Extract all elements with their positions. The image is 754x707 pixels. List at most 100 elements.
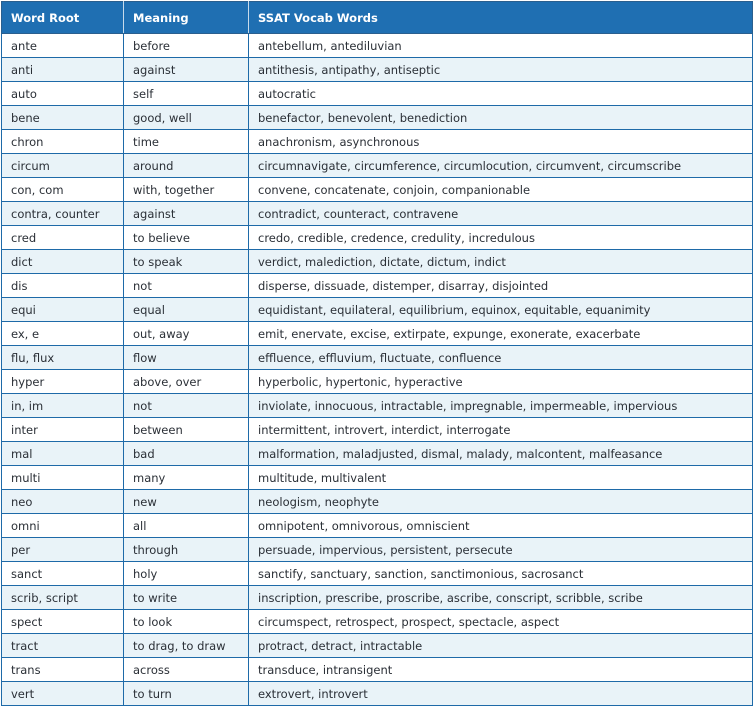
vocab-words-cell: antithesis, antipathy, antiseptic bbox=[248, 57, 753, 82]
vocab-words-cell: neologism, neophyte bbox=[248, 489, 753, 514]
word-root-cell: anti bbox=[1, 57, 124, 82]
meaning-cell: before bbox=[123, 33, 249, 58]
table-row: bene good, well benefactor, benevolent, be… bbox=[1, 105, 753, 130]
table-row: spect to look circumspect, retrospect, pro… bbox=[1, 609, 753, 634]
vocab-words-cell: intermittent, introvert, interdict, inte… bbox=[248, 417, 753, 442]
header-word-root: Word Root bbox=[1, 1, 124, 34]
vocab-words-cell: autocratic bbox=[248, 81, 753, 106]
vocab-words-cell: protract, detract, intractable bbox=[248, 633, 753, 658]
table-row: con, com with, together convene, concatena… bbox=[1, 177, 753, 202]
meaning-cell: many bbox=[123, 465, 249, 490]
table-row: flu, flux flow effluence, effluvium, fluct… bbox=[1, 345, 753, 370]
vocab-words-cell: antebellum, antediluvian bbox=[248, 33, 753, 58]
table-row: mal bad malformation, maladjusted, dismal,… bbox=[1, 441, 753, 466]
table-row: neo new neologism, neophyte bbox=[1, 489, 753, 514]
meaning-cell: bad bbox=[123, 441, 249, 466]
vocab-words-cell: effluence, effluvium, fluctuate, conflue… bbox=[248, 345, 753, 370]
meaning-cell: against bbox=[123, 57, 249, 82]
meaning-cell: to look bbox=[123, 609, 249, 634]
meaning-cell: across bbox=[123, 657, 249, 682]
table-row: dis not disperse, dissuade, distemper, dis… bbox=[1, 273, 753, 298]
vocab-words-cell: contradict, counteract, contravene bbox=[248, 201, 753, 226]
vocab-words-cell: disperse, dissuade, distemper, disarray,… bbox=[248, 273, 753, 298]
word-root-cell: bene bbox=[1, 105, 124, 130]
word-root-cell: con, com bbox=[1, 177, 124, 202]
word-root-cell: circum bbox=[1, 153, 124, 178]
vocab-words-cell: benefactor, benevolent, benediction bbox=[248, 105, 753, 130]
vocab-words-cell: anachronism, asynchronous bbox=[248, 129, 753, 154]
table-row: multi many multitude, multivalent bbox=[1, 465, 753, 490]
vocab-words-cell: equidistant, equilateral, equilibrium, e… bbox=[248, 297, 753, 322]
meaning-cell: flow bbox=[123, 345, 249, 370]
vocab-words-cell: omnipotent, omnivorous, omniscient bbox=[248, 513, 753, 538]
meaning-cell: new bbox=[123, 489, 249, 514]
header-meaning: Meaning bbox=[123, 1, 249, 34]
table-row: auto self autocratic bbox=[1, 81, 753, 106]
meaning-cell: around bbox=[123, 153, 249, 178]
word-root-cell: scrib, script bbox=[1, 585, 124, 610]
meaning-cell: self bbox=[123, 81, 249, 106]
meaning-cell: through bbox=[123, 537, 249, 562]
table-row: omni all omnipotent, omnivorous, omniscien… bbox=[1, 513, 753, 538]
meaning-cell: to believe bbox=[123, 225, 249, 250]
vocab-words-cell: convene, concatenate, conjoin, companion… bbox=[248, 177, 753, 202]
vocab-words-cell: transduce, intransigent bbox=[248, 657, 753, 682]
word-root-cell: mal bbox=[1, 441, 124, 466]
word-root-cell: trans bbox=[1, 657, 124, 682]
meaning-cell: to drag, to draw bbox=[123, 633, 249, 658]
word-root-cell: vert bbox=[1, 681, 124, 706]
meaning-cell: between bbox=[123, 417, 249, 442]
meaning-cell: good, well bbox=[123, 105, 249, 130]
word-root-cell: hyper bbox=[1, 369, 124, 394]
vocab-words-cell: circumnavigate, circumference, circumloc… bbox=[248, 153, 753, 178]
vocab-words-cell: malformation, maladjusted, dismal, malad… bbox=[248, 441, 753, 466]
word-root-cell: in, im bbox=[1, 393, 124, 418]
table-row: tract to drag, to draw protract, detract, … bbox=[1, 633, 753, 658]
meaning-cell: to speak bbox=[123, 249, 249, 274]
vocab-words-cell: sanctify, sanctuary, sanction, sanctimon… bbox=[248, 561, 753, 586]
table-row: ante before antebellum, antediluvian bbox=[1, 33, 753, 58]
meaning-cell: to write bbox=[123, 585, 249, 610]
vocab-words-cell: extrovert, introvert bbox=[248, 681, 753, 706]
word-root-cell: spect bbox=[1, 609, 124, 634]
meaning-cell: against bbox=[123, 201, 249, 226]
word-root-cell: sanct bbox=[1, 561, 124, 586]
meaning-cell: equal bbox=[123, 297, 249, 322]
vocab-words-cell: credo, credible, credence, credulity, in… bbox=[248, 225, 753, 250]
table-row: per through persuade, impervious, persiste… bbox=[1, 537, 753, 562]
table-row: trans across transduce, intransigent bbox=[1, 657, 753, 682]
word-root-cell: equi bbox=[1, 297, 124, 322]
meaning-cell: out, away bbox=[123, 321, 249, 346]
meaning-cell: time bbox=[123, 129, 249, 154]
table-row: anti against antithesis, antipathy, antise… bbox=[1, 57, 753, 82]
meaning-cell: with, together bbox=[123, 177, 249, 202]
table-row: vert to turn extrovert, introvert bbox=[1, 681, 753, 706]
meaning-cell: to turn bbox=[123, 681, 249, 706]
table-row: hyper above, over hyperbolic, hypertonic, … bbox=[1, 369, 753, 394]
table-header: Word Root Meaning SSAT Vocab Words bbox=[1, 1, 753, 34]
vocab-words-cell: multitude, multivalent bbox=[248, 465, 753, 490]
table-row: contra, counter against contradict, counte… bbox=[1, 201, 753, 226]
table-row: sanct holy sanctify, sanctuary, sanction, … bbox=[1, 561, 753, 586]
vocab-words-cell: emit, enervate, excise, extirpate, expun… bbox=[248, 321, 753, 346]
header-ssat-vocab-words: SSAT Vocab Words bbox=[248, 1, 753, 34]
word-root-cell: flu, flux bbox=[1, 345, 124, 370]
table-row: in, im not inviolate, innocuous, intractab… bbox=[1, 393, 753, 418]
meaning-cell: not bbox=[123, 273, 249, 298]
word-root-cell: dis bbox=[1, 273, 124, 298]
vocab-words-cell: verdict, malediction, dictate, dictum, i… bbox=[248, 249, 753, 274]
vocab-words-cell: circumspect, retrospect, prospect, spect… bbox=[248, 609, 753, 634]
vocab-words-cell: hyperbolic, hypertonic, hyperactive bbox=[248, 369, 753, 394]
word-root-cell: multi bbox=[1, 465, 124, 490]
meaning-cell: above, over bbox=[123, 369, 249, 394]
word-root-cell: cred bbox=[1, 225, 124, 250]
table-row: equi equal equidistant, equilateral, equil… bbox=[1, 297, 753, 322]
meaning-cell: all bbox=[123, 513, 249, 538]
word-root-cell: auto bbox=[1, 81, 124, 106]
header-row: Word Root Meaning SSAT Vocab Words bbox=[1, 1, 753, 34]
word-root-cell: inter bbox=[1, 417, 124, 442]
table-row: cred to believe credo, credible, credence,… bbox=[1, 225, 753, 250]
vocab-words-cell: inscription, prescribe, proscribe, ascri… bbox=[248, 585, 753, 610]
meaning-cell: not bbox=[123, 393, 249, 418]
